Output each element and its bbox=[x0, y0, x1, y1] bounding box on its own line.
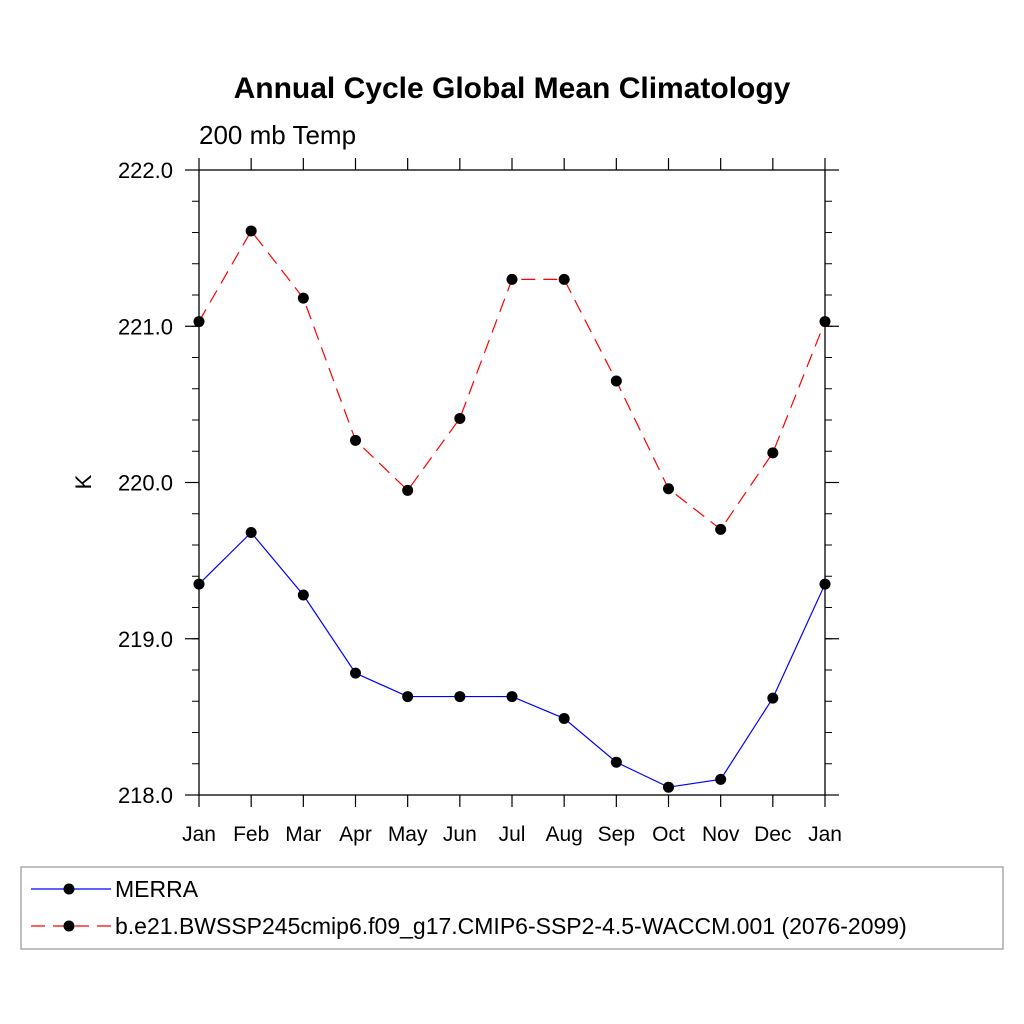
data-point bbox=[715, 773, 727, 785]
legend: MERRA b.e21.BWSSP245cmip6.f09_g17.CMIP6-S… bbox=[31, 876, 907, 939]
data-point bbox=[663, 483, 674, 495]
data-point bbox=[506, 691, 518, 703]
x-tick-label: Jul bbox=[499, 823, 526, 846]
legend-box bbox=[20, 866, 1004, 950]
data-point bbox=[610, 375, 622, 387]
data-point bbox=[402, 484, 414, 496]
data-point bbox=[558, 273, 570, 285]
data-point bbox=[819, 578, 831, 590]
data-point bbox=[193, 316, 205, 328]
x-tick-label: Feb bbox=[233, 823, 269, 846]
legend-marker-2 bbox=[63, 920, 75, 932]
series-layer bbox=[193, 225, 831, 793]
data-point bbox=[819, 316, 831, 328]
x-tick-label: Oct bbox=[652, 823, 685, 846]
data-point bbox=[558, 712, 570, 724]
data-point bbox=[297, 589, 309, 601]
legend-marker-1 bbox=[63, 883, 75, 895]
axis-ticks: Jan Feb Mar Apr May Jun Jul Aug Sep Oct Nov Dec Jan 2… bbox=[118, 158, 842, 846]
x-tick-label: Dec bbox=[754, 823, 791, 846]
y-tick-label: 221.0 bbox=[118, 314, 173, 339]
x-tick-label: Jun bbox=[443, 823, 477, 846]
data-point bbox=[245, 225, 257, 237]
data-point bbox=[350, 434, 361, 446]
data-point bbox=[402, 691, 414, 703]
y-tick-label: 219.0 bbox=[118, 627, 173, 652]
data-point bbox=[715, 523, 727, 535]
data-point bbox=[245, 527, 257, 538]
chart-title: Annual Cycle Global Mean Climatology bbox=[234, 72, 791, 105]
x-tick-label: Mar bbox=[285, 823, 321, 846]
data-point bbox=[350, 667, 361, 679]
data-point bbox=[663, 781, 674, 793]
chart-subtitle: 200 mb Temp bbox=[199, 120, 356, 150]
data-point bbox=[767, 447, 779, 459]
y-tick-label: 218.0 bbox=[118, 783, 173, 808]
legend-label-2: b.e21.BWSSP245cmip6.f09_g17.CMIP6-SSP2-4… bbox=[115, 913, 907, 939]
data-point bbox=[610, 756, 622, 768]
x-tick-label: Nov bbox=[702, 823, 740, 846]
data-point bbox=[454, 691, 466, 703]
legend-label-1: MERRA bbox=[115, 876, 199, 902]
data-point bbox=[506, 273, 518, 285]
x-tick-label: May bbox=[388, 823, 428, 846]
x-tick-label: Aug bbox=[545, 823, 582, 846]
x-tick-label: Apr bbox=[339, 823, 372, 846]
series-line-1 bbox=[198, 531, 826, 788]
data-point bbox=[767, 692, 779, 704]
data-point bbox=[297, 292, 309, 304]
data-point bbox=[454, 412, 466, 424]
x-tick-label: Jan bbox=[808, 823, 842, 846]
data-point bbox=[193, 578, 205, 590]
y-tick-label: 222.0 bbox=[118, 158, 173, 183]
y-tick-label: 220.0 bbox=[118, 471, 173, 496]
y-axis-label: K bbox=[71, 474, 96, 489]
x-tick-label: Jan bbox=[182, 823, 216, 846]
x-tick-label: Sep bbox=[598, 823, 635, 846]
